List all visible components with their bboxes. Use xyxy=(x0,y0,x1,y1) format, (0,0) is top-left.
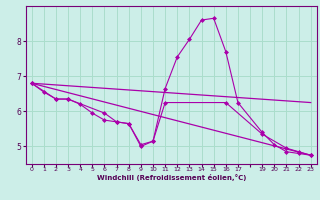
X-axis label: Windchill (Refroidissement éolien,°C): Windchill (Refroidissement éolien,°C) xyxy=(97,174,246,181)
